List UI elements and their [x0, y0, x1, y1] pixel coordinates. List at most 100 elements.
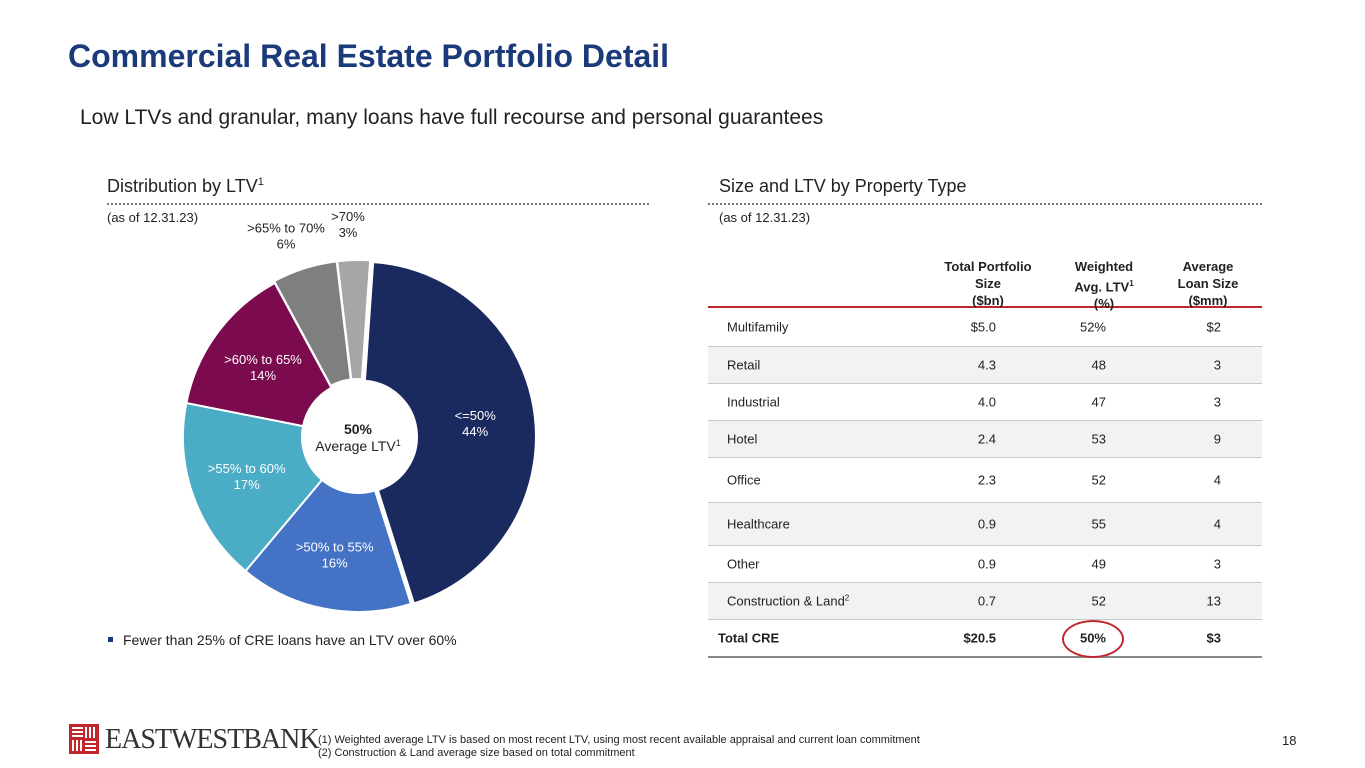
right-as-of: (as of 12.31.23) [719, 210, 811, 225]
pie-label-value: 14% [250, 368, 276, 383]
property-type: Multifamily [727, 320, 788, 335]
average-loan-size: 3 [1213, 394, 1221, 410]
portfolio-size: 2.3 [977, 472, 996, 488]
distribution-heading: Distribution by LTV1 [107, 176, 264, 197]
property-type-label: Retail [727, 357, 761, 373]
weighted-ltv: 53 [1091, 431, 1106, 447]
table-row: Industrial 4.0 47 3 [708, 384, 1262, 421]
weighted-ltv: 49 [1091, 556, 1106, 572]
property-type: Hotel [727, 432, 757, 447]
pie-label: >60% to 65% 14% [224, 352, 302, 383]
header-average-loan-size: Average Loan Size ($mm) [1177, 259, 1239, 308]
average-loan-size: 4 [1213, 472, 1221, 488]
pie-label-value: 3% [339, 225, 358, 240]
weighted-ltv: 52 [1091, 593, 1106, 609]
pie-label-category: >55% to 60% [208, 461, 286, 476]
portfolio-size: 4.3 [977, 357, 996, 373]
pie-slice [244, 478, 413, 613]
property-type-heading: Size and LTV by Property Type [719, 176, 967, 196]
weighted-ltv: 52% [1079, 319, 1106, 335]
pie-label-category: <=50% [455, 408, 497, 423]
property-type-label: Multifamily [727, 319, 789, 335]
property-type: Other [727, 557, 760, 572]
pie-slice [185, 281, 333, 428]
portfolio-size: $5.0 [970, 319, 996, 335]
header-weighted-ltv-sup: 1 [1129, 279, 1134, 288]
pie-label-value: 16% [322, 556, 348, 571]
property-type: Healthcare [727, 517, 790, 532]
east-west-bank-logo: EASTWESTBANK [69, 724, 320, 756]
footnotes: (1) Weighted average LTV is based on mos… [318, 734, 920, 760]
highlight-circle [1062, 620, 1124, 658]
pie-label: >65% to 70% 6% [247, 221, 325, 252]
portfolio-size: 2.4 [977, 431, 996, 447]
pie-label: >70% 3% [331, 209, 365, 240]
bullet-note: Fewer than 25% of CRE loans have an LTV … [108, 632, 457, 648]
table-row: Healthcare 0.9 55 4 [708, 503, 1262, 546]
page-number: 18 [1282, 733, 1297, 748]
average-loan-size: 9 [1213, 431, 1221, 447]
total-label: Total CRE [718, 630, 780, 646]
weighted-ltv: 48 [1091, 357, 1106, 373]
average-loan-size: 13 [1206, 593, 1221, 609]
property-type-label: Healthcare [727, 516, 790, 532]
property-type: Construction & Land2 [727, 593, 849, 608]
property-type-label: Office [727, 472, 761, 488]
header-weighted-ltv-unit: (%) [1093, 296, 1115, 312]
pie-slice [182, 401, 324, 573]
pie-label-value: 6% [277, 237, 296, 252]
property-type-label: Industrial [727, 394, 780, 410]
distribution-heading-sup: 1 [257, 176, 264, 188]
average-loan-size: $2 [1206, 319, 1221, 335]
property-type-sup: 2 [844, 593, 850, 603]
table-row: Multifamily $5.0 52% $2 [708, 308, 1262, 347]
pie-label-category: >50% to 55% [296, 540, 374, 555]
bullet-text: Fewer than 25% of CRE loans have an LTV … [123, 632, 457, 648]
left-divider [107, 203, 649, 205]
property-type-label: Construction & Land [727, 593, 845, 609]
pie-label-value: 44% [462, 424, 488, 439]
ltv-donut-chart: <=50% 44%>50% to 55% 16%>55% to 60% 17%>60%… [182, 209, 537, 613]
table-total-row: Total CRE $20.5 50% $3 [708, 620, 1262, 658]
left-as-of: (as of 12.31.23) [107, 210, 199, 225]
pie-slice [363, 261, 537, 605]
center-label: Average LTV1 [315, 438, 400, 454]
header-weighted-ltv-text: Weighted Avg. LTV [1074, 259, 1134, 295]
pie-label-value: 17% [234, 477, 260, 492]
average-loan-size: 3 [1213, 357, 1221, 373]
bank-name: EASTWESTBANK [105, 724, 320, 755]
pie-label: >50% to 55% 16% [296, 540, 374, 571]
header-total-portfolio-size: Total Portfolio Size ($bn) [944, 259, 1032, 308]
table-row: Other 0.9 49 3 [708, 546, 1262, 583]
property-type: Industrial [727, 395, 780, 410]
footnote-1: (1) Weighted average LTV is based on mos… [318, 734, 920, 746]
table-row: Office 2.3 52 4 [708, 458, 1262, 503]
average-loan-size: 3 [1213, 556, 1221, 572]
average-loan-size: 4 [1213, 516, 1221, 532]
portfolio-size: 0.9 [977, 556, 996, 572]
portfolio-size: 0.9 [977, 516, 996, 532]
page-title: Commercial Real Estate Portfolio Detail [68, 38, 670, 74]
center-label-text: Average LTV [315, 438, 396, 454]
pie-label: <=50% 44% [455, 408, 497, 439]
pie-slice [336, 259, 372, 381]
property-type-table: Total Portfolio Size ($bn) Weighted Avg.… [708, 250, 1262, 658]
property-type: Office [727, 473, 761, 488]
weighted-ltv: 52 [1091, 472, 1106, 488]
property-type: Retail [727, 358, 760, 373]
total-avg: $3 [1206, 630, 1221, 646]
page-subtitle: Low LTVs and granular, many loans have f… [80, 106, 824, 129]
bullet-square-icon [108, 636, 113, 642]
portfolio-size: 4.0 [977, 394, 996, 410]
distribution-heading-text: Distribution by LTV [107, 176, 258, 196]
pie-label-category: >65% to 70% [247, 221, 325, 236]
header-weighted-ltv: Weighted Avg. LTV1 (%) [1044, 258, 1164, 312]
table-row: Construction & Land2 0.7 52 13 [708, 583, 1262, 620]
total-size: $20.5 [963, 630, 996, 646]
weighted-ltv: 55 [1091, 516, 1106, 532]
table-body: Multifamily $5.0 52% $2 Retail 4.3 48 3 Industri… [708, 308, 1262, 658]
portfolio-size: 0.7 [977, 593, 996, 609]
table-row: Hotel 2.4 53 9 [708, 421, 1262, 458]
pie-label: >55% to 60% 17% [208, 461, 286, 492]
center-label-sup: 1 [396, 438, 401, 448]
